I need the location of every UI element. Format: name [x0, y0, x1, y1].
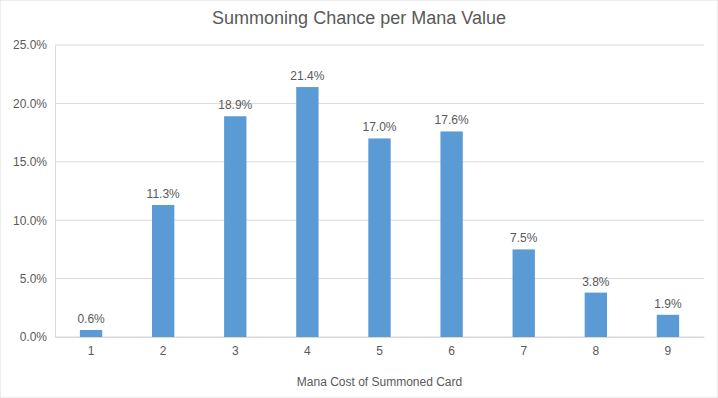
- data-label: 21.4%: [290, 69, 324, 83]
- x-tick-label: 6: [448, 344, 455, 358]
- data-label: 3.8%: [582, 275, 610, 289]
- x-tick-label: 9: [665, 344, 672, 358]
- y-axis: 0.0% 5.0% 10.0% 15.0% 20.0% 25.0%: [13, 38, 56, 344]
- data-label: 17.0%: [362, 120, 396, 134]
- data-label: 7.5%: [510, 231, 538, 245]
- data-label: 11.3%: [147, 187, 180, 201]
- x-tick-label: 1: [88, 344, 95, 358]
- y-tick-label: 20.0%: [13, 97, 47, 111]
- x-tick-label: 3: [232, 344, 239, 358]
- y-tick: 5.0%: [20, 272, 55, 286]
- y-tick: 0.0%: [20, 330, 55, 344]
- x-tick-label: 4: [304, 344, 311, 358]
- x-tick: 7: [520, 344, 527, 358]
- data-label: 17.6%: [435, 113, 469, 127]
- bar: [80, 330, 102, 337]
- bar: [296, 87, 318, 337]
- bar: [152, 205, 174, 337]
- y-tick-label: 0.0%: [20, 330, 48, 344]
- x-tick-label: 2: [160, 344, 167, 358]
- x-tick-label: 5: [376, 344, 383, 358]
- plot: 0.0% 5.0% 10.0% 15.0% 20.0% 25.0% 1 2 3 4 5 6 7 8 9 0.6…: [13, 38, 705, 357]
- grid: [55, 45, 704, 337]
- data-labels: 0.6% 11.3% 18.9% 21.4% 17.0% 17.6% 7.5% 3.8% 1.9…: [77, 69, 682, 326]
- title: Summoning Chance per Mana Value: [212, 8, 506, 28]
- bar: [224, 116, 246, 337]
- bars: [80, 87, 679, 337]
- y-tick: 25.0%: [13, 38, 55, 52]
- bar: [585, 293, 607, 337]
- y-tick-label: 25.0%: [13, 38, 47, 52]
- bar: [368, 138, 390, 337]
- y-tick: 10.0%: [13, 214, 55, 228]
- y-tick-label: 15.0%: [13, 155, 47, 169]
- x-axis: 1 2 3 4 5 6 7 8 9: [56, 338, 705, 358]
- x-tick: 6: [448, 344, 455, 358]
- x-tick-label: 7: [520, 344, 527, 358]
- x-tick: 9: [665, 344, 672, 358]
- x-tick: 5: [376, 344, 383, 358]
- chart: 0.0% 5.0% 10.0% 15.0% 20.0% 25.0% 1 2 3 4 5 6 7 8 9 0.6…: [0, 0, 718, 398]
- data-label: 0.6%: [77, 312, 105, 326]
- data-label: 18.9%: [218, 98, 252, 112]
- x-tick-label: 8: [592, 344, 599, 358]
- x-tick: 4: [304, 344, 311, 358]
- bar: [657, 315, 679, 337]
- x-axis-title: Mana Cost of Summoned Card: [297, 375, 462, 389]
- x-axis-line: [56, 337, 705, 338]
- background: [0, 0, 718, 398]
- y-tick-label: 10.0%: [13, 214, 47, 228]
- y-axis-line: [55, 46, 56, 338]
- grid-line: [55, 45, 704, 46]
- y-tick: 20.0%: [13, 97, 55, 111]
- bar: [513, 249, 535, 337]
- y-tick: 15.0%: [13, 155, 55, 169]
- data-label: 1.9%: [654, 297, 682, 311]
- bar: [440, 131, 462, 337]
- x-tick: 8: [592, 344, 599, 358]
- x-tick: 3: [232, 344, 239, 358]
- grid-line: [55, 103, 704, 104]
- x-tick: 2: [160, 344, 167, 358]
- y-tick-label: 5.0%: [20, 272, 48, 286]
- x-tick: 1: [88, 344, 95, 358]
